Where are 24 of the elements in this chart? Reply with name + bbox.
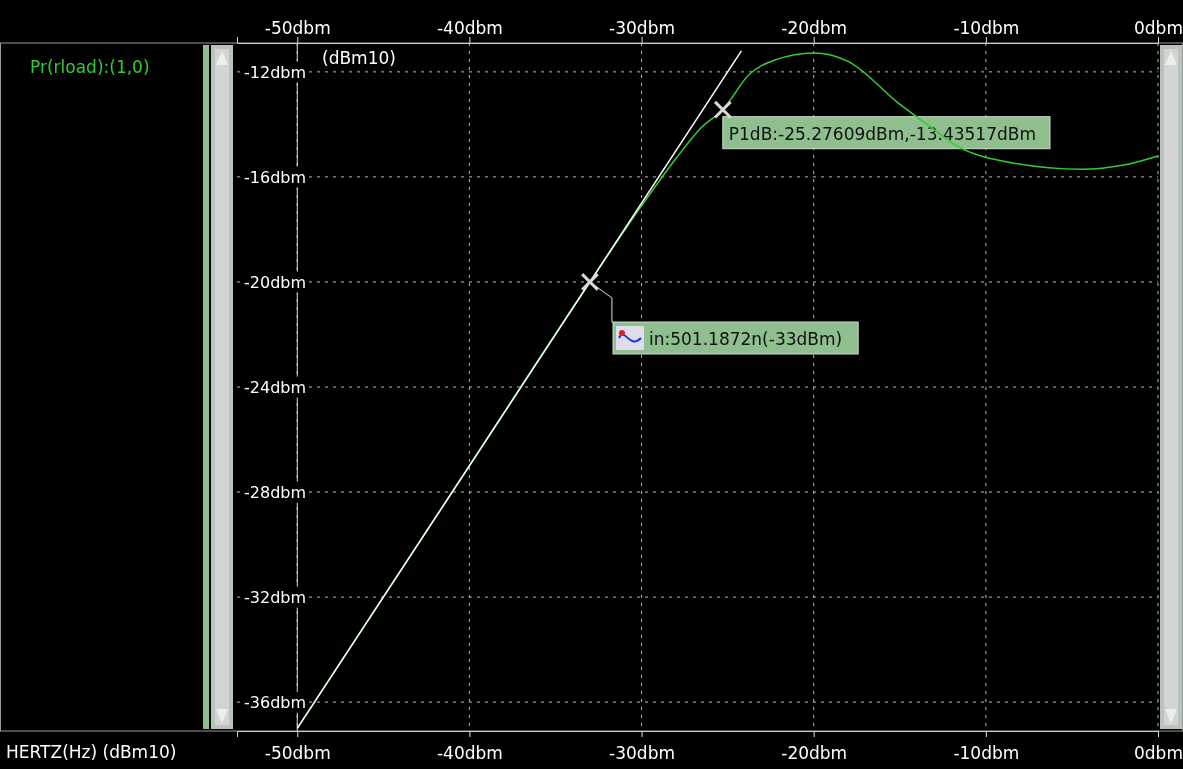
x2-tick-label: -40dbm [436,742,503,763]
annotation: in:501.1872n(-33dBm) [649,329,843,349]
x2-tick-label: -10dbm [953,742,1020,763]
x2-tick-label: -30dbm [609,742,676,763]
x2-tick-label: -50dbm [264,742,331,763]
x-tick-label: -40dbm [436,18,503,38]
annotation: P1dB:-25.27609dBm,-13.43517dBm [728,123,1036,144]
x-tick-label: 0dbm [1134,18,1183,38]
y-tick-label: -24dbm [244,377,307,397]
y-tick-label: -32dbm [244,587,307,607]
x-tick-label: -10dbm [953,18,1020,38]
x-tick-label: -30dbm [609,18,676,38]
y-tick-label: -28dbm [244,482,307,502]
y-tick-label: -36dbm [244,692,307,712]
y-tick-label: -20dbm [244,272,307,292]
x2-tick-label: 0dbm [1134,742,1183,763]
text: Pr(rload):(1,0) [30,57,150,77]
y-tick-label: -16dbm [244,167,307,187]
x-axis-title: HERTZ(Hz) (dBm10) [6,742,177,762]
y-tick-label: -12dbm [244,62,307,82]
y-axis-title: (dBm10) [322,48,396,68]
x-tick-label: -20dbm [781,18,848,38]
x2-tick-label: -20dbm [781,742,848,763]
x-tick-label: -50dbm [264,18,331,38]
